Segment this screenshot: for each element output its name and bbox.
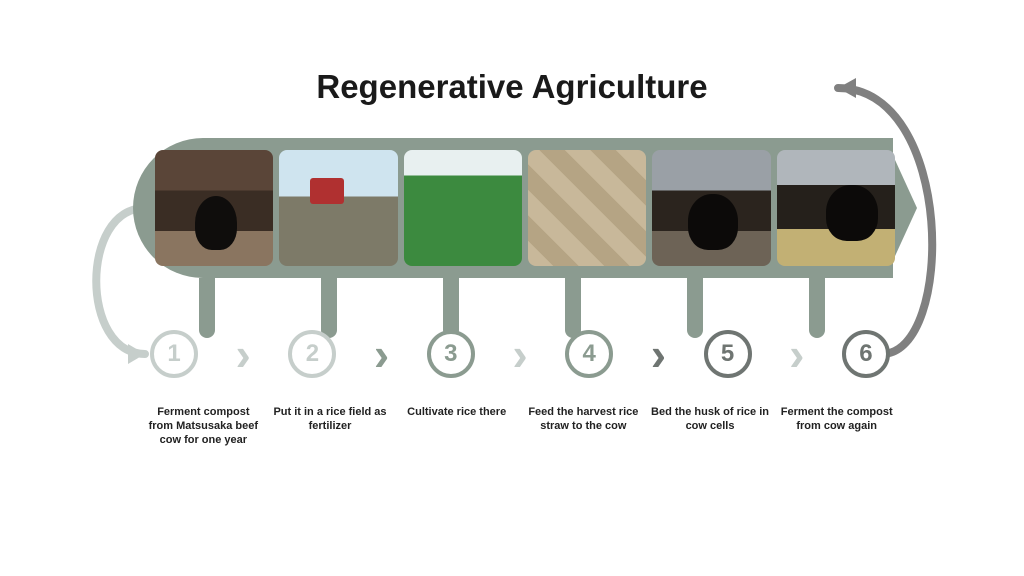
connector-6 — [809, 278, 825, 338]
connector-5 — [687, 278, 703, 338]
step-caption-6: Ferment the compost from cow again — [773, 406, 900, 447]
photo-tractor-field — [279, 150, 397, 266]
photo-cow-feeding — [777, 150, 895, 266]
photo-rice-bags — [528, 150, 646, 266]
step-number: 6 — [859, 340, 872, 368]
connector-1 — [199, 278, 215, 338]
step-badge-6: 6 — [842, 330, 890, 378]
step-number-row: 1 › 2 › 3 › 4 › 5 › 6 — [150, 330, 890, 378]
chevron-icon: › — [374, 331, 389, 377]
chevron-icon: › — [789, 331, 804, 377]
step-number: 2 — [306, 340, 319, 368]
step-number: 4 — [582, 340, 595, 368]
chevron-icon: › — [236, 331, 251, 377]
step-number: 1 — [167, 340, 180, 368]
step-number: 5 — [721, 340, 734, 368]
step-caption-1: Ferment compost from Matsusaka beef cow … — [140, 406, 267, 447]
step-caption-4: Feed the harvest rice straw to the cow — [520, 406, 647, 447]
step-caption-5: Bed the husk of rice in cow cells — [647, 406, 774, 447]
step-caption-2: Put it in a rice field as fertilizer — [267, 406, 394, 447]
step-badge-4: 4 — [565, 330, 613, 378]
caption-row: Ferment compost from Matsusaka beef cow … — [140, 406, 900, 447]
chevron-icon: › — [651, 331, 666, 377]
step-badge-2: 2 — [288, 330, 336, 378]
photo-rice-field — [404, 150, 522, 266]
chevron-icon: › — [512, 331, 527, 377]
step-badge-3: 3 — [427, 330, 475, 378]
connector-4 — [565, 278, 581, 338]
photo-cow-barn — [652, 150, 770, 266]
step-badge-5: 5 — [704, 330, 752, 378]
loop-arrow-right — [0, 0, 1024, 576]
connector-2 — [321, 278, 337, 338]
connector-3 — [443, 278, 459, 338]
photo-strip — [155, 150, 895, 266]
step-badge-1: 1 — [150, 330, 198, 378]
photo-compost-cow — [155, 150, 273, 266]
step-number: 3 — [444, 340, 457, 368]
step-caption-3: Cultivate rice there — [393, 406, 520, 447]
